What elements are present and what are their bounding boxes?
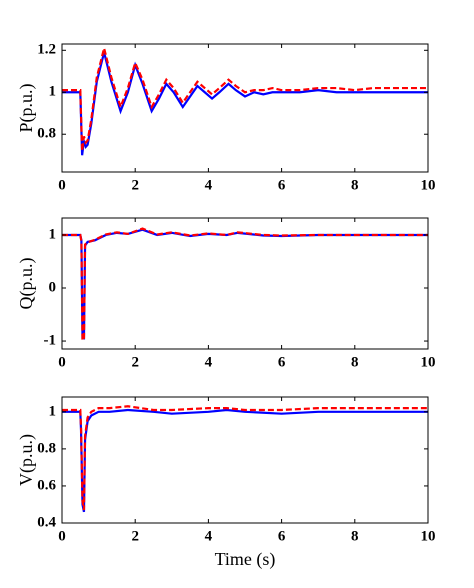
x-tick-label: 10 xyxy=(421,354,436,370)
y-tick-label: 1.2 xyxy=(37,42,56,58)
x-tick-label: 4 xyxy=(205,528,213,544)
y-axis-label: P(p.u.) xyxy=(16,83,37,132)
x-tick-label: 0 xyxy=(58,354,66,370)
x-tick-label: 10 xyxy=(421,528,436,544)
data-line xyxy=(62,228,428,340)
data-line xyxy=(62,405,428,511)
data-line xyxy=(62,408,428,513)
x-tick-label: 2 xyxy=(131,354,139,370)
data-line xyxy=(62,47,428,152)
x-tick-label: 2 xyxy=(131,177,139,193)
y-tick-label: 0.8 xyxy=(37,126,56,142)
x-tick-label: 8 xyxy=(351,528,359,544)
y-tick-label: 1 xyxy=(49,84,57,100)
x-axis-label: Time (s) xyxy=(215,549,276,570)
data-line xyxy=(62,52,428,156)
y-tick-label: 1 xyxy=(49,403,57,419)
x-tick-label: 8 xyxy=(351,177,359,193)
x-tick-label: 2 xyxy=(131,528,139,544)
axes-box xyxy=(61,217,429,350)
x-tick-label: 8 xyxy=(351,354,359,370)
y-tick-label: 0.4 xyxy=(37,514,56,530)
x-tick-label: 4 xyxy=(205,354,213,370)
x-tick-label: 4 xyxy=(205,177,213,193)
x-tick-label: 0 xyxy=(58,528,66,544)
x-tick-label: 0 xyxy=(58,177,66,193)
y-tick-label: 0.8 xyxy=(37,440,56,456)
axes-box xyxy=(61,43,429,173)
x-tick-label: 6 xyxy=(278,177,286,193)
y-axis-label: V(p.u.) xyxy=(16,434,37,486)
y-tick-label: 0 xyxy=(49,279,57,295)
y-axis-label: Q(p.u.) xyxy=(16,258,37,310)
data-line xyxy=(62,227,428,342)
y-tick-label: 1 xyxy=(49,226,57,242)
y-tick-label: 0.6 xyxy=(37,477,56,493)
x-tick-label: 6 xyxy=(278,354,286,370)
x-tick-label: 6 xyxy=(278,528,286,544)
y-tick-label: -1 xyxy=(44,332,57,348)
axes-box xyxy=(61,396,429,524)
x-tick-label: 10 xyxy=(421,177,436,193)
